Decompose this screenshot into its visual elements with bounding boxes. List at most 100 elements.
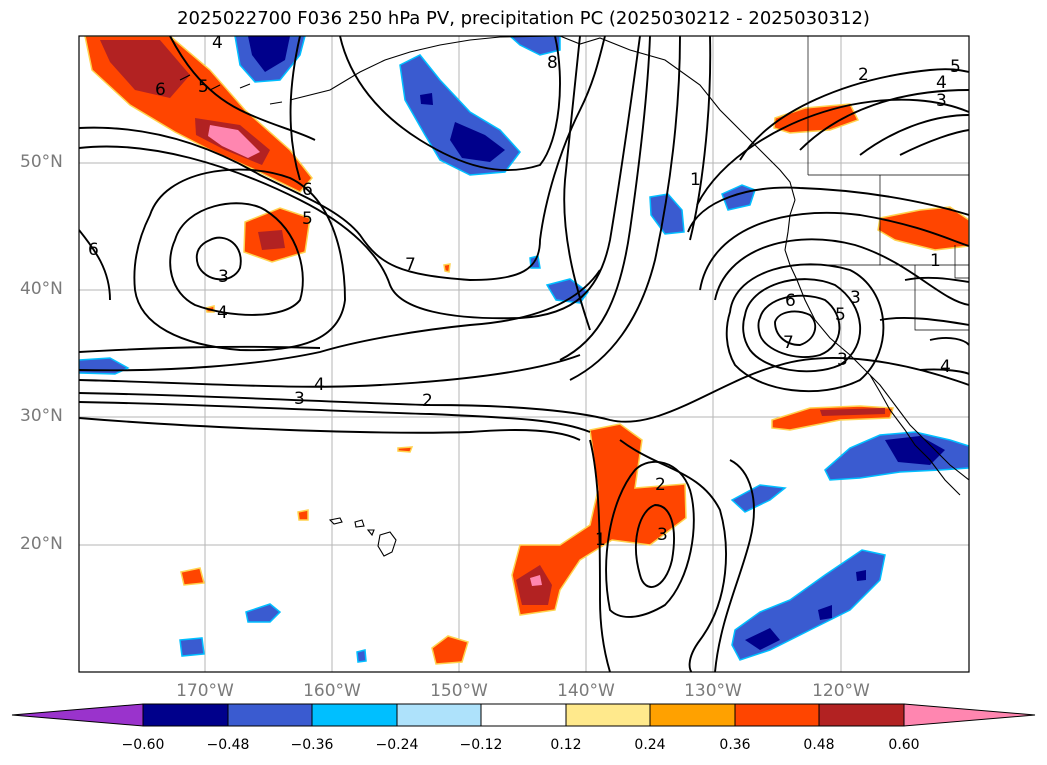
colorbar-tick-label: −0.24 — [375, 737, 419, 753]
bc-coastline — [784, 199, 969, 481]
pv-contour — [635, 504, 675, 588]
pv-contour — [899, 129, 969, 156]
contour-label: 4 — [212, 33, 223, 53]
contour-label: 3 — [218, 267, 229, 287]
contour-label: 3 — [837, 350, 848, 370]
pv-contour — [79, 36, 606, 281]
contour-labels: 4 5 6 8 2 4 5 3 6 5 6 3 4 7 1 3 6 7 5 3 … — [88, 33, 961, 550]
pv-contour — [79, 36, 641, 320]
pv-contour — [714, 459, 755, 672]
precip-positive-region — [443, 263, 451, 273]
contour-label: 1 — [930, 251, 941, 271]
pv-contour — [739, 68, 969, 161]
lon-label-130w: 130°W — [684, 681, 742, 701]
pv-contour — [195, 236, 242, 281]
state-borders — [805, 36, 969, 331]
lat-label-20n: 20°N — [20, 534, 63, 554]
lon-label-160w: 160°W — [303, 681, 361, 701]
contour-label: 4 — [314, 375, 325, 395]
precip-positive-region — [180, 567, 205, 586]
colorbar-swatch — [396, 703, 482, 727]
contour-label: 2 — [655, 475, 666, 495]
colorbar-tick-label: 0.48 — [803, 737, 835, 753]
pv-contour — [774, 310, 817, 346]
pv-contour — [79, 354, 581, 388]
colorbar-swatch — [649, 703, 736, 727]
pv-contour — [757, 294, 841, 358]
colorbar-tick-label: −0.48 — [206, 737, 250, 753]
pv-contour — [559, 36, 651, 361]
contour-label: 2 — [422, 391, 433, 411]
precip-positive-region — [530, 575, 542, 586]
precipitation-shading-negative — [79, 36, 969, 663]
coastlines — [179, 36, 969, 557]
colorbar-tick-label: −0.36 — [290, 737, 334, 753]
precip-negative-region — [356, 649, 367, 663]
contour-label: 4 — [217, 303, 228, 323]
precip-positive-region — [258, 230, 285, 250]
contour-label: 5 — [302, 209, 313, 229]
map-panel: 4 5 6 8 2 4 5 3 6 5 6 3 4 7 1 3 6 7 5 3 … — [79, 33, 969, 672]
colorbar-tick-label: 0.12 — [550, 737, 582, 753]
pv-contour — [742, 278, 862, 373]
precip-negative-region — [885, 436, 945, 465]
pv-contour — [79, 417, 581, 441]
pv-contour — [879, 316, 969, 326]
contour-label: 1 — [595, 530, 606, 550]
lon-label-120w: 120°W — [812, 681, 870, 701]
pv-contour — [569, 36, 681, 381]
precip-positive-region — [877, 206, 969, 251]
precip-positive-region — [100, 40, 190, 98]
colorbar-swatch — [734, 703, 820, 727]
pv-contour — [619, 439, 727, 672]
contour-label: 7 — [783, 333, 794, 353]
lon-label-170w: 170°W — [176, 681, 234, 701]
contour-label: 8 — [547, 53, 558, 73]
pv-contours — [79, 36, 969, 672]
pv-contour — [289, 36, 301, 181]
precip-negative-region — [245, 603, 282, 623]
pv-contour — [689, 36, 712, 241]
precip-negative-region — [745, 628, 780, 650]
pv-contour — [605, 460, 695, 618]
lon-label-140w: 140°W — [557, 681, 615, 701]
alaska-coastline — [289, 36, 796, 201]
colorbar-extend-high — [903, 703, 1036, 727]
pv-contour — [169, 36, 316, 141]
pv-contour — [589, 439, 611, 672]
colorbar-swatch — [142, 703, 229, 727]
colorbar-tick-label: −0.60 — [121, 737, 165, 753]
baja-coastline — [869, 374, 961, 496]
pv-contour — [725, 263, 885, 393]
precip-positive-region — [431, 635, 469, 665]
precip-negative-region — [420, 93, 433, 105]
hawaii-islands — [328, 517, 397, 557]
pv-contour — [714, 238, 969, 306]
contour-label: 6 — [88, 240, 99, 260]
precip-negative-region — [508, 36, 561, 56]
precip-negative-region — [856, 570, 866, 581]
lat-label-30n: 30°N — [20, 406, 63, 426]
colorbar-swatch — [480, 703, 567, 727]
contour-label: 5 — [198, 77, 209, 97]
lat-label-50n: 50°N — [20, 152, 63, 172]
precip-negative-region — [248, 36, 290, 72]
precip-positive-region — [208, 125, 260, 158]
colorbar-tick-label: 0.60 — [888, 737, 920, 753]
contour-label: 4 — [940, 357, 951, 377]
contour-label: 6 — [302, 180, 313, 200]
contour-label: 3 — [936, 91, 947, 111]
contour-label: 4 — [936, 73, 947, 93]
colorbar-tick-label: 0.36 — [719, 737, 751, 753]
contour-label: 5 — [835, 305, 846, 325]
pv-contour — [919, 368, 969, 375]
contour-label: 7 — [405, 255, 416, 275]
pv-contour — [687, 186, 969, 233]
pv-contour — [904, 276, 969, 283]
contour-label: 3 — [657, 525, 668, 545]
precip-negative-region — [450, 122, 505, 162]
contour-label: 6 — [155, 80, 166, 100]
pv-contour — [696, 98, 969, 206]
precip-negative-region — [818, 605, 832, 620]
